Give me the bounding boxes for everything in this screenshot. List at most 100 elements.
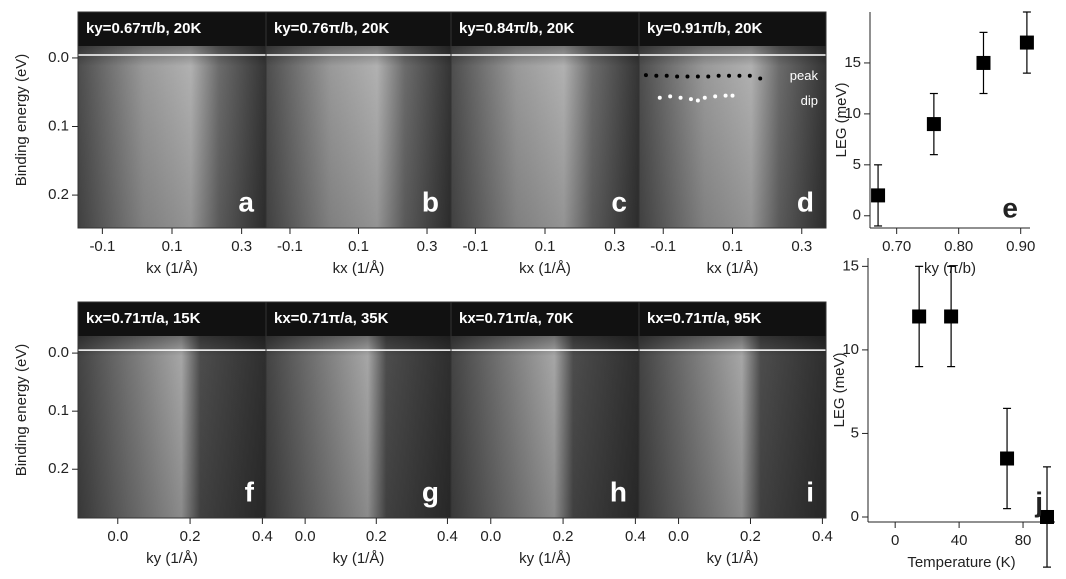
data-point [871,188,885,202]
dispersion-point [758,77,762,81]
data-point [976,56,990,70]
x-tick-label: 0.3 [604,238,625,255]
panel-label: b [422,186,439,217]
x-axis-label: ky (1/Å) [333,550,385,567]
x-axis-label: kx (1/Å) [707,260,759,277]
dispersion-point [696,98,700,102]
panel-label: a [238,186,254,217]
x-tick-label: 0.1 [722,238,743,255]
dispersion-point [675,74,679,78]
y-tick-label: 0.0 [48,49,69,66]
x-axis-label: ky (1/Å) [707,550,759,567]
panel-label: f [245,476,255,507]
dispersion-point [696,74,700,78]
x-tick-label: 0.70 [882,238,911,255]
y-axis-label: Binding energy (eV) [13,54,30,187]
panel-title: kx=0.71π/a, 95K [647,310,762,327]
x-tick-label: 0.0 [107,528,128,545]
x-tick-label: 0.3 [231,238,252,255]
x-tick-label: 0.1 [162,238,183,255]
data-point [1000,452,1014,466]
x-axis-label: ky (1/Å) [519,550,571,567]
x-tick-label: -0.1 [462,238,488,255]
dispersion-point [654,74,658,78]
dispersion-point [644,73,648,77]
y-tick-label: 5 [853,156,861,173]
panel-label: i [806,476,814,507]
data-point [1020,36,1034,50]
y-tick-label: 0.1 [48,117,69,134]
y-tick-label: 0 [851,508,859,525]
x-tick-label: 0 [891,532,899,549]
x-tick-label: 0.90 [1006,238,1035,255]
panel-label: d [797,186,814,217]
x-axis-label: kx (1/Å) [146,260,198,277]
data-point [944,309,958,323]
y-tick-label: 15 [844,54,861,71]
panel-title: ky=0.67π/b, 20K [86,20,201,37]
panel-label: h [610,476,627,507]
x-tick-label: 0.1 [535,238,556,255]
y-axis-label: Binding energy (eV) [13,344,30,477]
panel-label: e [1002,192,1018,223]
x-tick-label: 0.3 [791,238,812,255]
dispersion-point [658,96,662,100]
x-tick-label: 0.4 [252,528,273,545]
dispersion-point [748,74,752,78]
x-tick-label: 0.0 [480,528,501,545]
panel-label: c [611,186,627,217]
x-tick-label: -0.1 [650,238,676,255]
panel-title: ky=0.76π/b, 20K [274,20,389,37]
x-axis-label: ky (1/Å) [146,550,198,567]
dispersion-point [717,74,721,78]
dispersion-point [731,94,735,98]
panel-title: ky=0.84π/b, 20K [459,20,574,37]
dispersion-point [703,96,707,100]
y-tick-label: 0.1 [48,402,69,419]
panel-title: ky=0.91π/b, 20K [647,20,762,37]
panel-label: j [1034,486,1043,517]
x-tick-label: 0.2 [740,528,761,545]
x-tick-label: 0.4 [812,528,833,545]
x-tick-label: 0.2 [180,528,201,545]
panel-label: g [422,476,439,507]
x-axis-label: ky (π/b) [924,260,976,277]
x-tick-label: 0.0 [668,528,689,545]
panel-title: kx=0.71π/a, 70K [459,310,574,327]
y-axis-label: LEG (meV) [833,82,850,157]
dispersion-point [713,94,717,98]
dispersion-point [724,94,728,98]
x-tick-label: 0.4 [437,528,458,545]
x-tick-label: -0.1 [89,238,115,255]
y-tick-label: 15 [842,257,859,274]
x-tick-label: -0.1 [277,238,303,255]
x-tick-label: 0.4 [625,528,646,545]
y-tick-label: 0.0 [48,344,69,361]
x-tick-label: 80 [1015,532,1032,549]
y-tick-label: 0.2 [48,186,69,203]
panel-title: kx=0.71π/a, 35K [274,310,389,327]
x-tick-label: 0.2 [366,528,387,545]
panel-title: kx=0.71π/a, 15K [86,310,201,327]
data-point [927,117,941,131]
figure: ky=0.67π/b, 20K a -0.1 0.1 0.3 0.0 0.1 0.2 kx (1… [0,0,1066,579]
y-tick-label: 5 [851,424,859,441]
x-axis-label: Temperature (K) [907,554,1015,571]
dispersion-point [685,74,689,78]
data-point [912,309,926,323]
y-tick-label: 0.2 [48,460,69,477]
x-tick-label: 0.2 [553,528,574,545]
dispersion-point [668,94,672,98]
dispersion-point [737,74,741,78]
series-label: dip [801,93,818,108]
x-tick-label: 0.3 [417,238,438,255]
x-tick-label: 0.80 [944,238,973,255]
x-tick-label: 40 [951,532,968,549]
dispersion-point [665,74,669,78]
x-tick-label: 0.0 [295,528,316,545]
x-axis-label: kx (1/Å) [333,260,385,277]
dispersion-point [706,74,710,78]
dispersion-point [727,74,731,78]
dispersion-point [689,97,693,101]
dispersion-point [679,96,683,100]
